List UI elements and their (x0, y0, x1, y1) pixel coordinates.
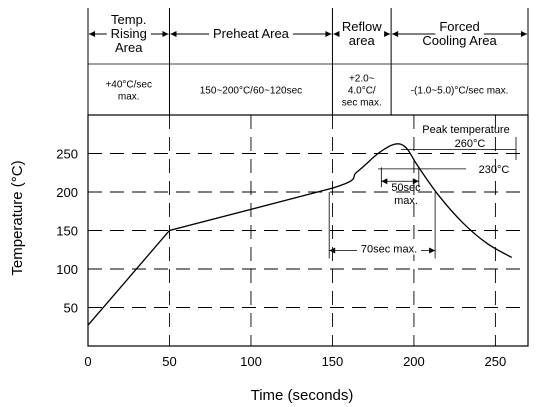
span70-label: 70sec max. (361, 244, 417, 256)
x-tick-label: 0 (84, 354, 91, 369)
zone-rate-line: +40°C/sec (105, 80, 152, 91)
plot-border (87, 114, 529, 347)
zone-title-line: Cooling Area (422, 33, 497, 48)
arrow-head (521, 31, 527, 37)
arrow-head (412, 178, 419, 185)
y-tick-label: 100 (56, 262, 78, 277)
arrow-head (170, 31, 177, 37)
span70-label-bg (357, 241, 421, 255)
span50-label: 50sec (391, 182, 421, 194)
zone-title-line: Area (115, 40, 143, 55)
peak-temperature-value: 260°C (455, 138, 486, 150)
zone-rate-line: max. (118, 92, 140, 103)
zone-rate-line: 150~200°C/60~120sec (200, 86, 302, 97)
y-tick-label: 50 (64, 301, 78, 316)
arrow-head (392, 31, 399, 37)
zone-title-line: Rising (111, 26, 147, 41)
y-tick-label: 150 (56, 224, 78, 239)
arrow-head (384, 31, 391, 37)
zone-rate-line: -(1.0~5.0)°C/sec max. (411, 86, 509, 97)
x-tick-label: 50 (162, 354, 176, 369)
arrow-head (162, 31, 169, 37)
zone-title-line: Preheat Area (213, 26, 290, 41)
tick-labels: 0 50 100 150 200 250 50 100 150 200 250 (56, 147, 506, 370)
x-axis-label: Time (seconds) (251, 387, 354, 404)
x-tick-label: 100 (240, 354, 262, 369)
x-tick-label: 200 (403, 354, 425, 369)
y-tick-label: 250 (56, 147, 78, 162)
span50-label: max. (394, 195, 418, 207)
temperature-curve (87, 143, 513, 326)
x-tick-label: 150 (322, 354, 344, 369)
zone-title-line: Temp. (111, 12, 146, 27)
zone-rate-line: +2.0~ (349, 74, 375, 85)
zone-title-line: area (349, 33, 376, 48)
arrow-head (325, 31, 332, 37)
arrow-head (381, 178, 388, 185)
plot-frame (87, 114, 529, 347)
x-tick-label: 250 (485, 354, 507, 369)
peak-temperature-label: Peak temperature (422, 124, 509, 136)
zone-title-line: Forced (439, 19, 479, 34)
series (87, 143, 513, 326)
arrow-head (89, 31, 95, 37)
y-axis-label: Temperature (°C) (9, 160, 26, 275)
arrow-head (329, 247, 336, 254)
zone-rate-line: sec max. (342, 98, 382, 109)
level-230-label: 230°C (479, 164, 510, 176)
arrow-head (333, 31, 340, 37)
y-tick-label: 200 (56, 185, 78, 200)
zone-rate-line: 4.0°C/ (348, 86, 376, 97)
arrow-head (429, 247, 436, 254)
zone-title-line: Reflow (342, 19, 382, 34)
